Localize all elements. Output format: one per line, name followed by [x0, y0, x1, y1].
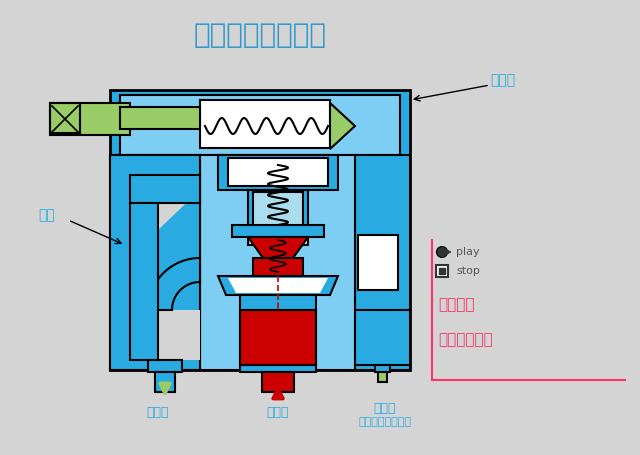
Text: stop: stop — [456, 266, 480, 276]
Polygon shape — [218, 276, 338, 295]
Circle shape — [436, 247, 447, 258]
Bar — [110, 155, 200, 370]
Bar — [120, 95, 400, 155]
Polygon shape — [248, 237, 308, 258]
Bar — [200, 155, 355, 370]
Bar — [218, 155, 338, 190]
Text: 先导阀: 先导阀 — [490, 73, 515, 87]
Bar — [228, 158, 328, 186]
Bar — [110, 155, 200, 370]
Bar — [50, 103, 80, 133]
Text: 出油口: 出油口 — [147, 405, 169, 419]
Text: 当压力不高时: 当压力不高时 — [438, 333, 493, 348]
Bar — [262, 372, 294, 392]
Bar — [436, 265, 448, 277]
Text: play: play — [456, 247, 479, 257]
Bar — [240, 310, 316, 365]
Bar — [232, 225, 324, 237]
Bar — [378, 372, 387, 382]
Bar — [248, 237, 308, 245]
Text: （一般是堵塞的）: （一般是堵塞的） — [358, 417, 412, 427]
Bar — [253, 258, 303, 276]
Bar — [130, 203, 158, 360]
Text: 主阀: 主阀 — [38, 208, 55, 222]
Bar — [248, 190, 308, 235]
Bar — [148, 360, 182, 372]
Bar — [110, 90, 410, 370]
Text: 当进油压力升高时: 当进油压力升高时 — [193, 21, 326, 49]
Polygon shape — [148, 258, 200, 310]
Bar — [439, 268, 445, 274]
Bar — [155, 372, 175, 392]
Bar — [240, 365, 316, 372]
Bar — [253, 192, 303, 232]
Polygon shape — [130, 175, 200, 360]
Bar — [240, 295, 316, 310]
Text: 逐步显示: 逐步显示 — [438, 298, 474, 313]
Bar — [355, 310, 410, 365]
Bar — [375, 365, 390, 372]
Polygon shape — [228, 278, 328, 293]
Bar — [200, 100, 330, 148]
Polygon shape — [442, 247, 451, 257]
Bar — [130, 175, 200, 203]
Text: 外控口: 外控口 — [374, 401, 396, 415]
Text: 进油口: 进油口 — [267, 405, 289, 419]
Polygon shape — [330, 103, 355, 149]
Bar — [355, 155, 410, 370]
Bar — [358, 235, 398, 290]
Bar — [120, 107, 200, 129]
Bar — [50, 103, 130, 135]
